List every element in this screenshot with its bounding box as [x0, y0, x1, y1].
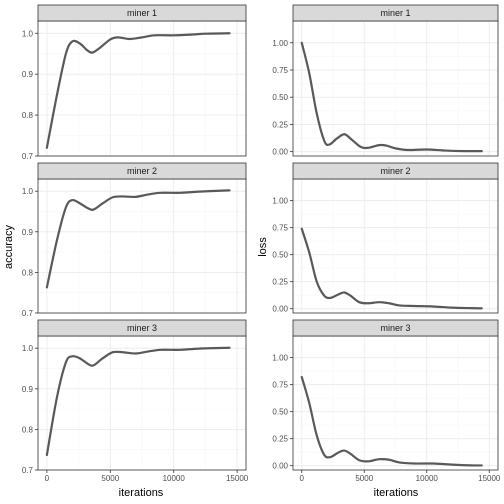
y-tick-label: 0.50 — [272, 408, 288, 417]
y-tick-label: 0.00 — [272, 148, 288, 157]
series-line — [45, 32, 231, 149]
y-tick-label: 1.0 — [22, 344, 34, 353]
facet-panel-1-1: miner 1 0.7 0.8 0.9 1.0 — [22, 4, 247, 161]
series-line — [45, 346, 231, 457]
y-tick-label: 0.25 — [272, 120, 288, 129]
facet-panel-2-1: miner 1 0.00 0.25 0.50 0.75 1.00 — [272, 4, 499, 157]
series-line — [45, 189, 231, 289]
y-tick-label: 0.00 — [272, 305, 288, 314]
facet-strip — [292, 319, 499, 337]
facet-strip — [292, 162, 499, 180]
y-tick-label: 0.00 — [272, 462, 288, 471]
y-tick-label: 0.7 — [22, 152, 34, 161]
y-tick-label: 0.9 — [22, 228, 34, 237]
facet-strip — [37, 162, 247, 180]
y-axis-title-accuracy: accuracy — [3, 224, 15, 269]
y-tick-label: 0.25 — [272, 278, 288, 287]
facet-strip-label: miner 1 — [127, 8, 157, 18]
facet-panel-1-2: miner 2 0.7 0.8 0.9 1.0 — [22, 162, 247, 318]
facet-strip-label: miner 2 — [127, 166, 157, 176]
y-tick-label: 0.75 — [272, 224, 288, 233]
facet-strip — [292, 4, 499, 22]
facet-panel-2-3: miner 3 0.00 0.25 0.50 0.75 1.00 0 5000 10000 150… — [272, 319, 501, 483]
y-tick-label: 0.8 — [22, 268, 34, 277]
y-tick-label: 1.00 — [272, 197, 288, 206]
y-tick-label: 1.0 — [22, 29, 34, 38]
facet-strip-label: miner 3 — [127, 323, 157, 333]
x-axis-title-left: iterations — [119, 487, 164, 499]
y-tick-label: 0.9 — [22, 385, 34, 394]
x-tick-label: 10000 — [163, 474, 186, 483]
y-tick-label: 0.25 — [272, 435, 288, 444]
facet-strip-label: miner 1 — [380, 8, 410, 18]
x-tick-label: 0 — [300, 474, 305, 483]
x-tick-label: 5000 — [355, 474, 373, 483]
facet-panel-2-2: miner 2 0.00 0.25 0.50 0.75 1.00 — [272, 162, 499, 314]
y-tick-label: 0.8 — [22, 425, 34, 434]
y-tick-label: 0.8 — [22, 111, 34, 120]
x-axis-title-right: iterations — [374, 487, 419, 499]
x-tick-label: 0 — [45, 474, 50, 483]
facet-panel-1-3: miner 3 0.7 0.8 0.9 1.0 0 5000 10000 15000 — [22, 319, 249, 483]
y-tick-label: 0.9 — [22, 70, 34, 79]
x-tick-label: 5000 — [101, 474, 119, 483]
y-tick-label: 1.0 — [22, 187, 34, 196]
facet-strip-label: miner 3 — [380, 323, 410, 333]
series-line — [300, 41, 483, 153]
y-tick-label: 0.75 — [272, 66, 288, 75]
y-tick-label: 0.7 — [22, 466, 34, 475]
series-line — [300, 227, 483, 310]
y-tick-label: 1.00 — [272, 39, 288, 48]
y-tick-label: 0.7 — [22, 309, 34, 318]
x-tick-label: 15000 — [478, 474, 501, 483]
facet-strip — [37, 4, 247, 22]
y-tick-label: 0.50 — [272, 93, 288, 102]
x-tick-label: 15000 — [226, 474, 249, 483]
facet-strip-label: miner 2 — [380, 166, 410, 176]
y-tick-label: 0.75 — [272, 381, 288, 390]
y-tick-label: 1.00 — [272, 354, 288, 363]
series-line — [300, 375, 483, 467]
facet-strip — [37, 319, 247, 337]
y-tick-label: 0.50 — [272, 251, 288, 260]
x-tick-label: 10000 — [416, 474, 439, 483]
y-axis-title-loss: loss — [257, 237, 269, 257]
